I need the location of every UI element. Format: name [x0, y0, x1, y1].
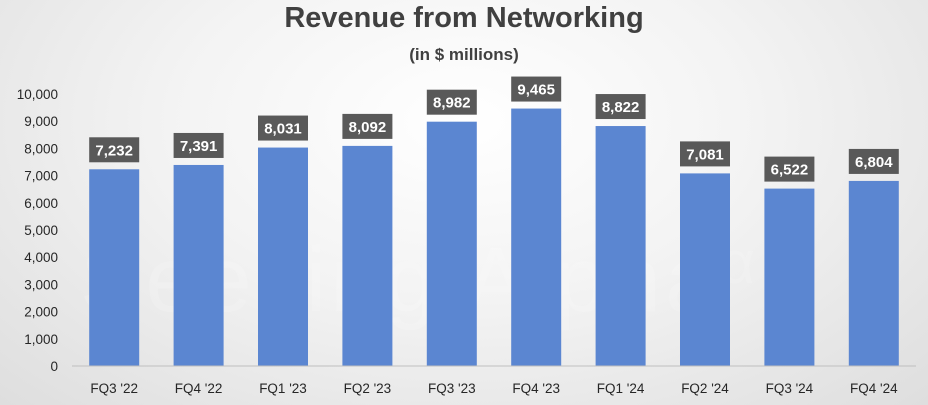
data-label: 7,391 — [180, 138, 218, 155]
data-label-box — [426, 89, 477, 115]
bar — [764, 188, 815, 366]
x-tick-label: FQ4 '24 — [850, 381, 898, 396]
y-tick-label: 3,000 — [24, 277, 58, 292]
data-label-box — [173, 132, 224, 158]
x-tick-label: FQ3 '24 — [766, 381, 814, 396]
x-axis: FQ3 '22 FQ4 '22 FQ1 '23 FQ2 '23 FQ3 '23 FQ4 '… — [72, 365, 916, 396]
y-tick-label: 1,000 — [24, 332, 58, 347]
bar — [258, 147, 308, 366]
x-tick-label: FQ1 '24 — [597, 381, 645, 396]
x-tick-label: FQ3 '22 — [90, 381, 138, 396]
data-label-box — [342, 113, 393, 139]
x-tick-label: FQ3 '23 — [428, 381, 476, 396]
data-label-box — [680, 141, 730, 167]
data-labels-group: 7,232 7,391 8,031 8,092 8,982 9,465 8,822 7,081… — [89, 76, 899, 182]
y-tick-label: 6,000 — [24, 196, 58, 211]
chart-title: Revenue from Networking — [284, 2, 644, 34]
x-tick-label: FQ4 '23 — [512, 381, 560, 396]
bar — [511, 108, 562, 366]
bar — [342, 145, 393, 366]
data-label-box — [511, 76, 562, 102]
x-tick-label: FQ1 '23 — [259, 381, 307, 396]
x-tick-label: FQ2 '24 — [681, 381, 729, 396]
data-label: 8,982 — [433, 95, 471, 112]
y-tick-label: 2,000 — [24, 305, 58, 320]
y-tick-label: 7,000 — [24, 169, 58, 184]
data-label-box — [258, 115, 308, 141]
bar — [595, 126, 646, 367]
y-tick-label: 0 — [50, 359, 58, 374]
data-label: 8,031 — [264, 121, 302, 138]
data-label: 7,232 — [95, 142, 133, 159]
x-tick-label: FQ2 '23 — [344, 381, 392, 396]
data-label: 6,804 — [855, 154, 893, 171]
data-label-box — [764, 156, 815, 182]
data-label: 8,092 — [349, 119, 387, 136]
data-label-box — [89, 137, 140, 163]
bars-group — [89, 108, 899, 367]
y-tick-label: 5,000 — [24, 223, 58, 238]
bar — [89, 169, 140, 366]
x-tick-label: FQ4 '22 — [175, 381, 223, 396]
y-tick-label: 4,000 — [24, 250, 58, 265]
data-label-box — [595, 94, 646, 120]
data-label-box — [848, 148, 899, 174]
bar — [426, 121, 477, 366]
chart-subtitle: (in $ millions) — [409, 45, 519, 64]
data-label: 7,081 — [686, 146, 724, 163]
data-label: 9,465 — [517, 82, 555, 99]
y-axis: 0 1,000 2,000 3,000 4,000 5,000 6,000 7,000 8,00… — [17, 87, 58, 374]
bar — [848, 180, 899, 366]
bar — [680, 173, 730, 366]
bar — [173, 164, 224, 366]
y-tick-label: 8,000 — [24, 141, 58, 156]
y-tick-label: 10,000 — [17, 87, 58, 102]
data-label: 8,822 — [602, 99, 640, 116]
y-tick-label: 9,000 — [24, 114, 58, 129]
data-label: 6,522 — [771, 162, 809, 179]
